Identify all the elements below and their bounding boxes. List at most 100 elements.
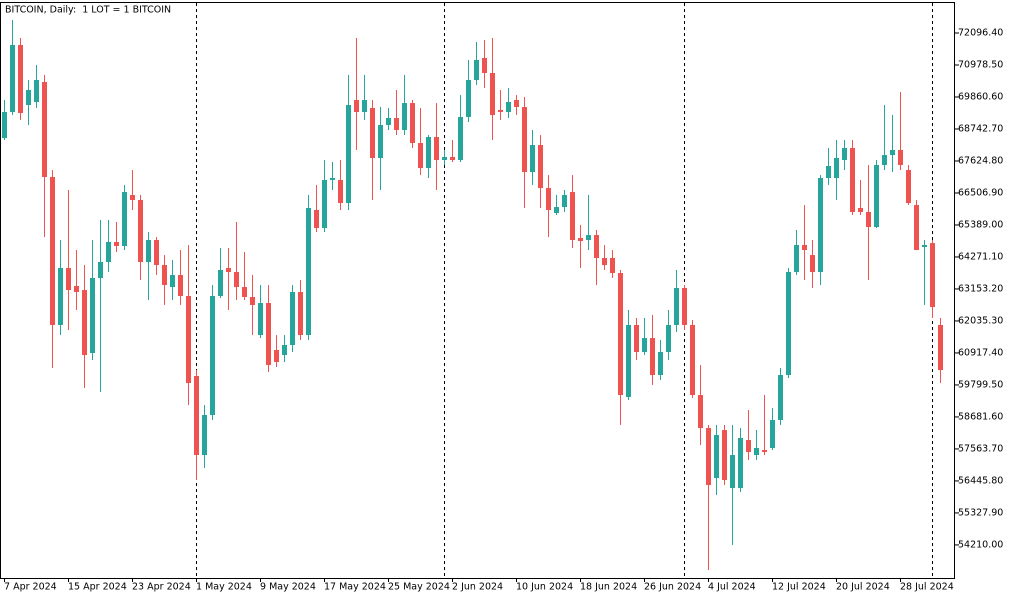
candle-body: [202, 415, 207, 456]
y-tick-label: 65389.00: [958, 219, 1003, 230]
y-tick-label: 54210.00: [958, 539, 1003, 550]
candle-body: [810, 255, 815, 273]
x-tick-label: 7 Apr 2024: [4, 582, 57, 593]
x-tick-label: 23 Apr 2024: [132, 582, 191, 593]
candle-body: [386, 118, 391, 126]
x-tick-label: 25 May 2024: [388, 582, 450, 593]
candle-body: [66, 268, 71, 291]
candle-body: [338, 180, 343, 204]
candle-body: [122, 192, 127, 247]
candle-body: [730, 455, 735, 489]
candle-body: [218, 270, 223, 297]
candle-body: [170, 275, 175, 288]
candle-body: [450, 157, 455, 161]
candle-body: [522, 107, 527, 172]
y-tick-label: 68742.70: [958, 123, 1003, 134]
candle-body: [426, 137, 431, 169]
y-tick-label: 56445.80: [958, 475, 1003, 486]
candle-body: [402, 103, 407, 131]
candle-body: [162, 265, 167, 286]
candle-body: [754, 448, 759, 456]
candle-body: [58, 268, 63, 326]
y-tick-label: 72096.40: [958, 28, 1003, 39]
candle-body: [394, 118, 399, 131]
candle-body: [106, 242, 111, 263]
x-tick-label: 28 Jul 2024: [900, 582, 954, 593]
candle-body: [842, 148, 847, 161]
candle-body: [706, 428, 711, 486]
candle-body: [186, 296, 191, 384]
candle-body: [498, 110, 503, 113]
candle-body: [626, 325, 631, 398]
candle-body: [858, 208, 863, 213]
candle-body: [562, 195, 567, 208]
candle-body: [634, 325, 639, 353]
candle-body: [890, 150, 895, 156]
candle-body: [826, 166, 831, 179]
candle-body: [898, 150, 903, 166]
candle-body: [314, 210, 319, 229]
y-tick-label: 58681.60: [958, 411, 1003, 422]
candle-body: [18, 45, 23, 114]
x-tick-label: 26 Jun 2024: [644, 582, 701, 593]
candle-body: [594, 235, 599, 259]
plot-frame: [0, 2, 955, 579]
candle-body: [490, 73, 495, 116]
candle-body: [250, 297, 255, 305]
candle-body: [658, 352, 663, 375]
chart-title: BITCOIN, Daily: 1 LOT = 1 BITCOIN: [5, 5, 171, 16]
candle-body: [770, 420, 775, 449]
y-tick-label: 64271.10: [958, 251, 1003, 262]
y-tick-label: 66506.90: [958, 187, 1003, 198]
candle-body: [674, 288, 679, 326]
candle-body: [210, 296, 215, 416]
candle-body: [154, 240, 159, 266]
candle-body: [346, 105, 351, 204]
candle-body: [650, 338, 655, 375]
candle-body: [178, 275, 183, 297]
candle-body: [266, 303, 271, 366]
candle-body: [282, 345, 287, 356]
candle-body: [370, 108, 375, 159]
candle-body: [50, 177, 55, 326]
candle-body: [130, 195, 135, 201]
candle-body: [354, 100, 359, 113]
candle-body: [442, 157, 447, 161]
candle-body: [866, 212, 871, 228]
candle-body: [786, 272, 791, 375]
candle-body: [642, 338, 647, 353]
candle-body: [482, 58, 487, 74]
x-tick-label: 20 Jul 2024: [836, 582, 890, 593]
candle-body: [586, 235, 591, 241]
y-tick-label: 63153.20: [958, 283, 1003, 294]
y-tick-label: 69860.60: [958, 91, 1003, 102]
candle-body: [146, 240, 151, 263]
candle-body: [570, 192, 575, 241]
candle-body: [114, 242, 119, 247]
candle-body: [90, 278, 95, 354]
candle-body: [914, 205, 919, 251]
candle-body: [546, 188, 551, 211]
y-tick-label: 57563.70: [958, 443, 1003, 454]
x-tick-label: 4 Jul 2024: [708, 582, 756, 593]
candle-body: [290, 292, 295, 346]
y-tick-label: 59799.50: [958, 379, 1003, 390]
candle-body: [794, 245, 799, 273]
y-tick-label: 70978.50: [958, 60, 1003, 71]
x-tick-label: 9 May 2024: [260, 582, 316, 593]
candle-body: [666, 325, 671, 353]
candle-body: [34, 80, 39, 103]
candle-body: [458, 117, 463, 161]
x-tick-label: 18 Jun 2024: [580, 582, 637, 593]
candle-body: [434, 137, 439, 161]
candle-body: [362, 100, 367, 113]
candle-body: [930, 243, 935, 307]
candle-body: [10, 45, 15, 113]
candle-body: [42, 82, 47, 178]
candle-body: [722, 430, 727, 481]
candle-body: [138, 200, 143, 263]
candle-body: [618, 273, 623, 396]
candle-body: [874, 165, 879, 228]
